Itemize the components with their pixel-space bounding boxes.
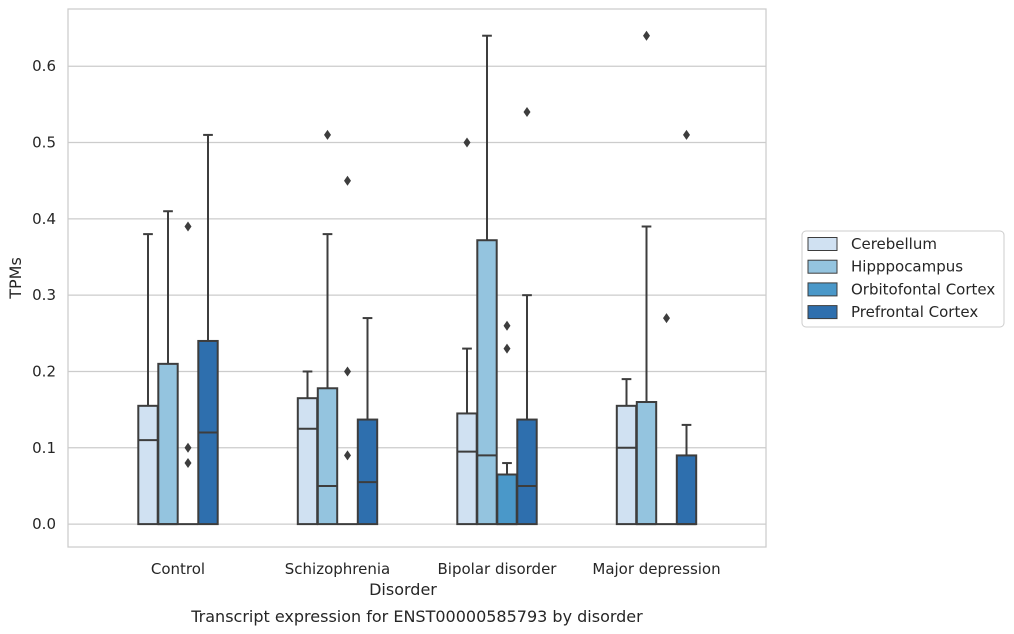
box-iqr xyxy=(496,473,518,526)
outlier-point xyxy=(184,221,192,232)
legend-swatch xyxy=(807,259,838,274)
box-iqr xyxy=(476,239,498,526)
box-hipppocampus-control xyxy=(157,210,179,526)
legend-item-hipppocampus: Hipppocampus xyxy=(807,258,963,276)
legend-swatch xyxy=(807,237,838,251)
outlier-point xyxy=(503,343,511,354)
plot-area-frame xyxy=(67,8,767,548)
legend-item-orbitofontal-cortex: Orbitofontal Cortex xyxy=(807,280,995,298)
box-groups xyxy=(137,30,698,526)
legend-swatch xyxy=(807,305,838,320)
x-tick-label-major-depression: Major depression xyxy=(592,560,720,578)
box-hipppocampus-bipolar-disorder xyxy=(476,34,498,526)
y-axis-title: TPMs xyxy=(6,257,25,300)
legend-label: Hipppocampus xyxy=(851,258,963,276)
legend-label: Cerebellum xyxy=(851,235,937,253)
outlier-point xyxy=(663,313,670,324)
outlier-point xyxy=(344,175,351,186)
outlier-point xyxy=(344,366,351,377)
legend-swatch xyxy=(807,282,838,297)
y-tick-label: 0.2 xyxy=(32,362,56,380)
outlier-point xyxy=(523,107,531,118)
box-iqr xyxy=(456,412,478,526)
box-iqr xyxy=(157,362,179,526)
box-orbitofontal-cortex-control xyxy=(178,221,198,526)
x-tick-label-control: Control xyxy=(151,560,205,578)
box-orbitofontal-cortex-bipolar-disorder xyxy=(496,320,518,526)
y-tick-label: 0.6 xyxy=(32,57,56,75)
box-iqr xyxy=(296,397,319,526)
box-prefrontal-cortex-bipolar-disorder xyxy=(516,107,538,526)
box-iqr xyxy=(635,401,658,526)
outlier-point xyxy=(643,30,650,41)
y-tick-label: 0.4 xyxy=(32,210,56,228)
box-prefrontal-cortex-schizophrenia xyxy=(356,317,379,526)
x-tick-label-schizophrenia: Schizophrenia xyxy=(285,560,390,578)
y-tick-label: 0.1 xyxy=(32,439,56,457)
box-orbitofontal-cortex-major-depression xyxy=(656,313,677,526)
box-prefrontal-cortex-major-depression xyxy=(675,129,698,526)
box-cerebellum-control xyxy=(137,233,159,526)
legend-item-prefrontal-cortex: Prefrontal Cortex xyxy=(807,303,978,321)
box-hipppocampus-major-depression xyxy=(635,30,658,526)
y-tick-label: 0.3 xyxy=(32,286,56,304)
box-iqr xyxy=(316,387,339,526)
box-iqr xyxy=(675,454,698,526)
outlier-point xyxy=(184,458,192,469)
box-orbitofontal-cortex-schizophrenia xyxy=(337,175,358,526)
outlier-point xyxy=(184,442,192,453)
outlier-point xyxy=(344,450,351,461)
x-tick-label-bipolar-disorder: Bipolar disorder xyxy=(438,560,558,578)
legend-label: Orbitofontal Cortex xyxy=(851,280,995,298)
figure-caption: Transcript expression for ENST0000058579… xyxy=(190,607,643,626)
box-iqr xyxy=(356,418,379,526)
legend-item-cerebellum: Cerebellum xyxy=(807,235,937,253)
x-axis-title: Disorder xyxy=(369,580,437,599)
legend: Cerebellum Hipppocampus Orbitofontal Corte… xyxy=(801,230,1005,328)
outlier-point xyxy=(324,129,331,140)
box-hipppocampus-schizophrenia xyxy=(316,129,339,526)
legend-frame xyxy=(801,230,1005,328)
y-tick-labels: 0.0 0.1 0.2 0.3 0.4 0.5 0.6 xyxy=(32,57,56,533)
x-tick-labels: Control Schizophrenia Bipolar disorder Majo… xyxy=(151,560,721,578)
box-iqr xyxy=(516,418,538,526)
outlier-point xyxy=(463,137,471,148)
box-prefrontal-cortex-control xyxy=(197,133,219,526)
outlier-point xyxy=(503,320,511,331)
outlier-point xyxy=(683,129,690,140)
y-tick-label: 0.0 xyxy=(32,515,56,533)
box-iqr xyxy=(137,404,159,526)
legend-label: Prefrontal Cortex xyxy=(851,303,978,321)
y-tick-label: 0.5 xyxy=(32,134,56,152)
box-iqr xyxy=(615,404,638,526)
